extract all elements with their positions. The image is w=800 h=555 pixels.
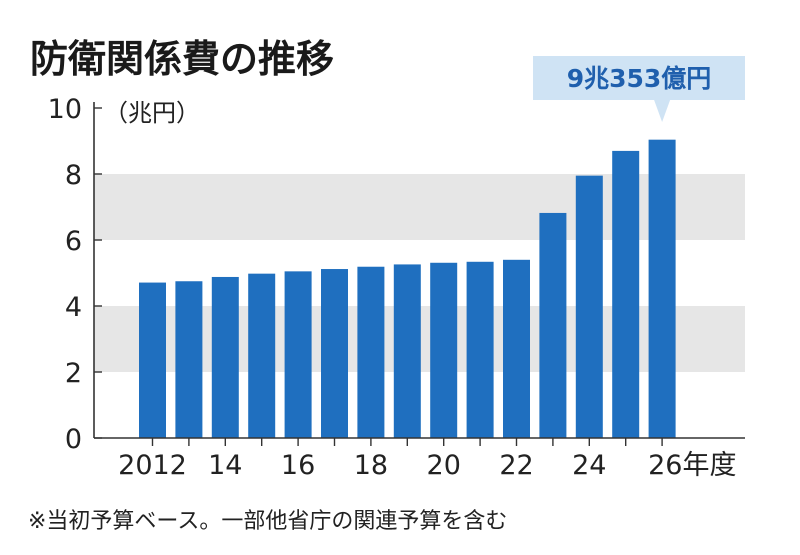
callout-pointer	[654, 100, 671, 122]
bar-2016	[284, 271, 312, 438]
y-axis-ticks: 0 2 4 6 8 10	[48, 94, 102, 455]
unit-label: （兆円）	[104, 99, 200, 127]
y-tick-label: 6	[65, 226, 82, 257]
bar-2019	[393, 264, 421, 438]
x-tick-label: 20	[427, 450, 461, 481]
bar-2015	[248, 273, 276, 438]
y-tick-label: 10	[48, 94, 82, 125]
y-tick-label: 2	[65, 358, 82, 389]
y-tick-label: 4	[65, 292, 82, 323]
bar-2025	[612, 150, 640, 438]
grid-band-1	[94, 174, 745, 240]
bar-series	[139, 139, 676, 438]
bar-2023	[539, 212, 567, 438]
x-tick-label: 16	[281, 450, 315, 481]
footnote: ※当初予算ベース。一部他省庁の関連予算を含む	[28, 509, 507, 534]
x-axis-ticks: 2012 14 16 18 20 22 24 26年度	[118, 438, 736, 481]
x-tick-label: 24	[572, 450, 606, 481]
y-tick-label: 8	[65, 160, 82, 191]
bar-2022	[503, 259, 530, 438]
bar-2018	[357, 266, 385, 438]
y-tick-label: 0	[65, 424, 82, 455]
value-callout: 9兆353億円	[533, 56, 745, 122]
bar-2021	[466, 261, 494, 438]
bar-2020	[430, 262, 458, 438]
callout-box	[533, 56, 745, 100]
bar-2012	[139, 282, 166, 438]
callout-label: 9兆353億円	[567, 64, 712, 93]
x-tick-label: 2012	[118, 450, 187, 481]
bar-2024	[575, 175, 603, 438]
x-tick-label: 18	[354, 450, 388, 481]
x-tick-label: 26年度	[648, 450, 736, 481]
bar-2017	[321, 269, 348, 438]
x-tick-label: 22	[499, 450, 533, 481]
chart-title: 防衛関係費の推移	[30, 37, 334, 81]
axes	[93, 102, 745, 439]
x-tick-label: 14	[208, 450, 242, 481]
bar-2026	[648, 139, 676, 438]
bar-2014	[211, 276, 239, 438]
bar-2013	[175, 281, 203, 438]
